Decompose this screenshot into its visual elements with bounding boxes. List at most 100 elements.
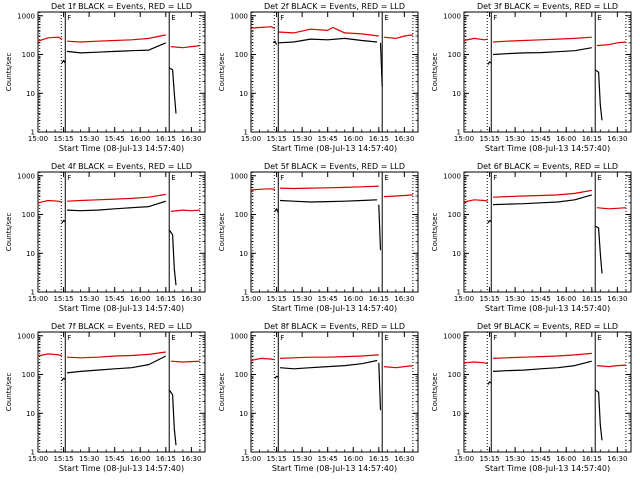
x-axis-label: Start Time (08-Jul-13 14:57:40) [59,144,184,153]
x-tick-label: 15:45 [105,295,125,303]
y-tick-label: 100 [448,371,461,379]
y-tick-label: 10 [239,250,248,258]
series-lld-segment [463,361,489,365]
chart-svg: Det 1f BLACK = Events, RED = LLD 1 10 100 10… [5,2,206,153]
series-events-segment [378,362,382,411]
y-tick-label: 1 [457,449,461,457]
chart-panel-det-1: Det 1f BLACK = Events, RED = LLD 1 10 100 10… [0,0,213,160]
series-lld-segment [170,45,200,49]
x-tick-label: 16:00 [556,455,576,463]
series-events-segment [279,199,378,203]
series-lld-segment [250,26,276,30]
x-axis-label: Start Time (08-Jul-13 14:57:40) [485,304,610,313]
x-tick-label: 16:15 [156,135,176,143]
series-events-segment [492,360,592,372]
series-events-segment [487,61,492,65]
y-tick-label: 1 [244,289,248,297]
chart-panel-det-3: Det 3f BLACK = Events, RED = LLD 1 10 100 10… [426,0,639,160]
chart-svg: Det 4f BLACK = Events, RED = LLD 1 10 100 10… [5,162,206,313]
y-tick-label: 100 [22,51,35,59]
y-tick-label: 100 [235,211,248,219]
x-tick-label: 15:00 [241,455,261,463]
chart-title: Det 6f BLACK = Events, RED = LLD [477,162,618,171]
series-lld-segment [492,189,592,198]
series-lld-segment [383,194,413,198]
x-tick-label: 16:00 [343,295,363,303]
y-tick-label: 1000 [443,332,461,340]
x-tick-label: 16:00 [130,295,150,303]
series-events-segment [594,389,603,441]
series-lld-segment [250,188,276,191]
y-tick-label: 10 [239,90,248,98]
y-tick-label: 1000 [17,172,35,180]
x-tick-label: 16:30 [394,135,414,143]
x-tick-label: 15:30 [505,295,525,303]
series-events-segment [168,389,177,446]
y-tick-label: 10 [452,250,461,258]
series-lld-segment [596,207,626,210]
x-tick-label: 16:00 [130,135,150,143]
y-axis-label: Counts/sec [5,53,13,92]
series-lld-segment [279,354,379,359]
y-tick-label: 1000 [230,12,248,20]
series-events-segment [594,69,603,121]
series-events-segment [61,219,66,224]
event-marker-label: E [384,334,388,342]
series-events-segment [66,42,167,54]
series-events-segment [274,208,279,214]
x-tick-label: 15:00 [241,295,261,303]
chart-svg: Det 7f BLACK = Events, RED = LLD 1 10 100 10… [5,322,206,473]
event-marker-label: E [597,14,601,22]
y-tick-label: 10 [452,410,461,418]
y-axis-label: Counts/sec [218,213,226,252]
y-tick-label: 1000 [17,12,35,20]
x-tick-label: 15:15 [53,135,73,143]
y-tick-label: 1 [31,449,35,457]
chart-title: Det 2f BLACK = Events, RED = LLD [264,2,405,11]
event-marker-label: E [384,174,388,182]
chart-title: Det 1f BLACK = Events, RED = LLD [51,2,192,11]
chart-svg: Det 6f BLACK = Events, RED = LLD 1 10 100 10… [431,162,632,313]
chart-title: Det 8f BLACK = Events, RED = LLD [264,322,405,331]
series-lld-segment [383,34,413,40]
series-events-segment [278,37,378,44]
series-lld-segment [278,26,379,37]
event-marker-label: F [280,174,284,182]
event-marker-label: E [597,334,601,342]
event-marker-label: F [67,14,71,22]
x-axis-label: Start Time (08-Jul-13 14:57:40) [272,464,397,473]
series-lld-segment [492,36,592,43]
event-marker-label: F [67,174,71,182]
x-tick-label: 16:30 [181,135,201,143]
chart-svg: Det 9f BLACK = Events, RED = LLD 1 10 100 10… [431,322,632,473]
x-tick-label: 15:00 [454,135,474,143]
event-marker-label: E [597,174,601,182]
y-axis-label: Counts/sec [218,373,226,412]
series-events-segment [272,40,278,45]
chart-panel-det-8: Det 8f BLACK = Events, RED = LLD 1 10 100 10… [213,320,426,480]
x-tick-label: 15:45 [531,295,551,303]
chart-title: Det 4f BLACK = Events, RED = LLD [51,162,192,171]
x-axis-label: Start Time (08-Jul-13 14:57:40) [485,144,610,153]
y-tick-label: 10 [239,410,248,418]
plot-frame [250,331,419,453]
event-marker-label: F [493,334,497,342]
x-tick-label: 15:30 [505,455,525,463]
y-tick-label: 100 [22,371,35,379]
chart-panel-det-6: Det 6f BLACK = Events, RED = LLD 1 10 100 10… [426,160,639,320]
event-marker-label: F [493,14,497,22]
x-tick-label: 16:15 [582,455,602,463]
x-tick-label: 15:30 [79,455,99,463]
chart-panel-det-4: Det 4f BLACK = Events, RED = LLD 1 10 100 10… [0,160,213,320]
x-tick-label: 15:45 [105,455,125,463]
y-tick-label: 1 [31,289,35,297]
x-tick-label: 16:00 [556,295,576,303]
chart-svg: Det 5f BLACK = Events, RED = LLD 1 10 100 10… [218,162,419,313]
series-events-segment [66,200,166,212]
series-events-segment [61,377,66,381]
series-events-segment [66,355,167,374]
series-lld-segment [596,364,626,368]
x-axis-label: Start Time (08-Jul-13 14:57:40) [59,464,184,473]
plot-frame [37,331,206,453]
